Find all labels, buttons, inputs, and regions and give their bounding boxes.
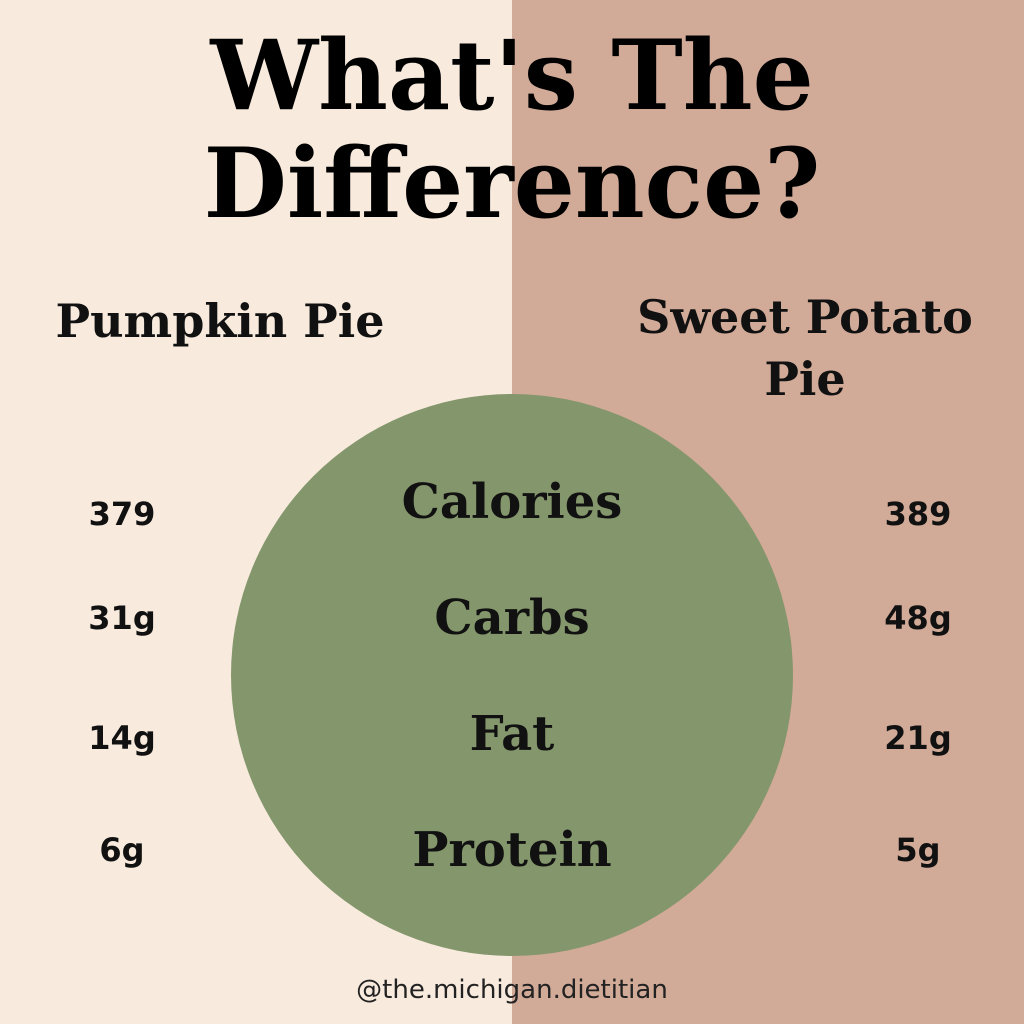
sweet-potato-fat-value: 21g <box>884 719 952 757</box>
title-line-2: Difference? <box>203 127 821 240</box>
pumpkin-carbs-value: 31g <box>88 599 156 637</box>
title-line-1: What's The <box>210 19 814 132</box>
calories-label: Calories <box>401 474 623 530</box>
sweet-potato-protein-value: 5g <box>895 831 941 869</box>
author-handle: @the.michigan.dietitian <box>356 975 668 1005</box>
page-title: What's The Difference? <box>0 22 1024 238</box>
pumpkin-protein-value: 6g <box>99 831 145 869</box>
pumpkin-pie-heading: Pumpkin Pie <box>55 294 385 348</box>
sweet-potato-calories-value: 389 <box>884 495 952 533</box>
sweet-potato-heading-line-2: Pie <box>764 352 846 406</box>
sweet-potato-heading-line-1: Sweet Potato <box>637 290 973 344</box>
fat-label: Fat <box>469 706 555 762</box>
sweet-potato-carbs-value: 48g <box>884 599 952 637</box>
pumpkin-calories-value: 379 <box>88 495 156 533</box>
pumpkin-fat-value: 14g <box>88 719 156 757</box>
protein-label: Protein <box>412 822 612 878</box>
center-circle <box>231 394 793 956</box>
carbs-label: Carbs <box>434 590 590 646</box>
sweet-potato-pie-heading: Sweet Potato Pie <box>620 286 990 410</box>
